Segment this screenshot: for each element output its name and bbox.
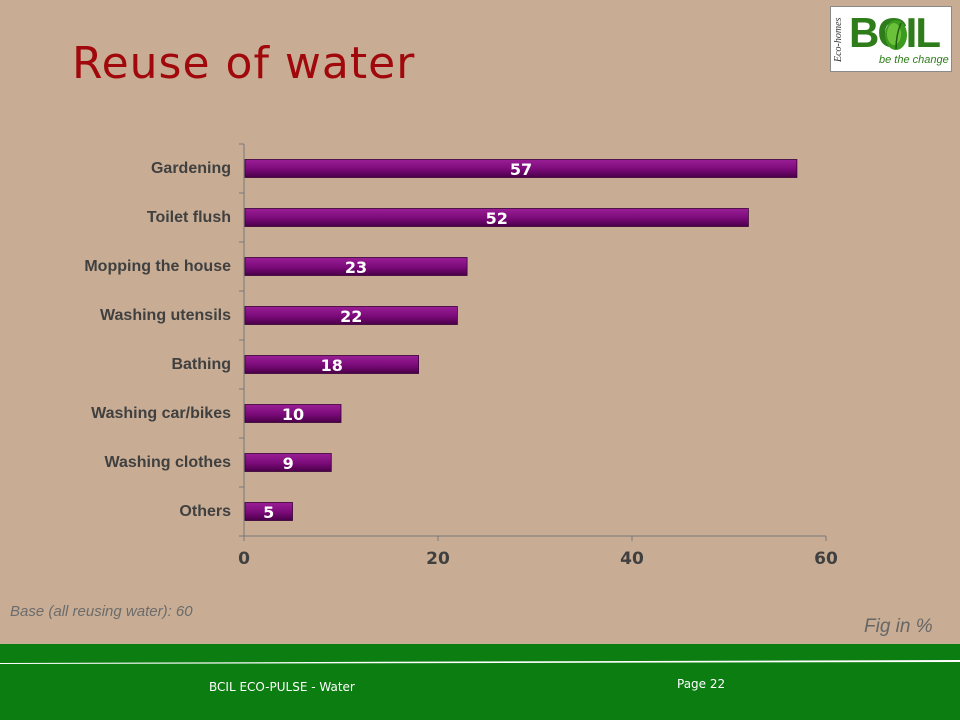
bar-4: [244, 306, 458, 325]
leaf-icon: [885, 20, 907, 50]
value-label: 5: [263, 503, 274, 522]
bar-7: [244, 453, 332, 472]
category-label: Washing car/bikes: [91, 405, 231, 422]
bar-8: [244, 502, 293, 521]
x-tick-label: 20: [426, 549, 450, 569]
logo-tagline: be the change: [879, 54, 949, 66]
unit-note: Fig in %: [864, 616, 933, 637]
bcil-logo: Eco-homes BCIL be the change: [830, 6, 952, 72]
category-label: Washing clothes: [104, 454, 231, 471]
category-label: Bathing: [171, 356, 231, 373]
bar-6: [244, 404, 342, 423]
footer-title: BCIL ECO-PULSE - Water: [209, 680, 355, 694]
x-tick-label: 0: [238, 549, 250, 569]
value-label: 23: [345, 258, 367, 277]
bar-3: [244, 257, 468, 276]
value-label: 22: [340, 307, 362, 326]
footer-divider: [0, 660, 960, 664]
value-label: 52: [486, 209, 508, 228]
x-tick-label: 60: [814, 549, 838, 569]
value-label: 57: [510, 160, 532, 179]
category-label: Toilet flush: [147, 209, 231, 226]
category-label: Mopping the house: [84, 258, 231, 275]
bar-chart: Gardening Toilet flush Mopping the house Wa…: [84, 143, 838, 569]
value-label: 9: [283, 454, 294, 473]
category-label: Others: [179, 503, 231, 520]
category-label: Washing utensils: [100, 307, 231, 324]
x-tick-label: 40: [620, 549, 644, 569]
base-note: Base (all reusing water): 60: [10, 603, 193, 620]
bar-2: [244, 208, 749, 227]
category-label: Gardening: [151, 160, 231, 177]
bar-5: [244, 355, 420, 374]
page-number: Page 22: [677, 677, 726, 691]
value-label: 18: [321, 356, 343, 375]
slide-title: Reuse of water: [72, 38, 416, 89]
bar-1: [244, 159, 798, 178]
footer-bar: [0, 644, 960, 720]
value-label: 10: [282, 405, 304, 424]
